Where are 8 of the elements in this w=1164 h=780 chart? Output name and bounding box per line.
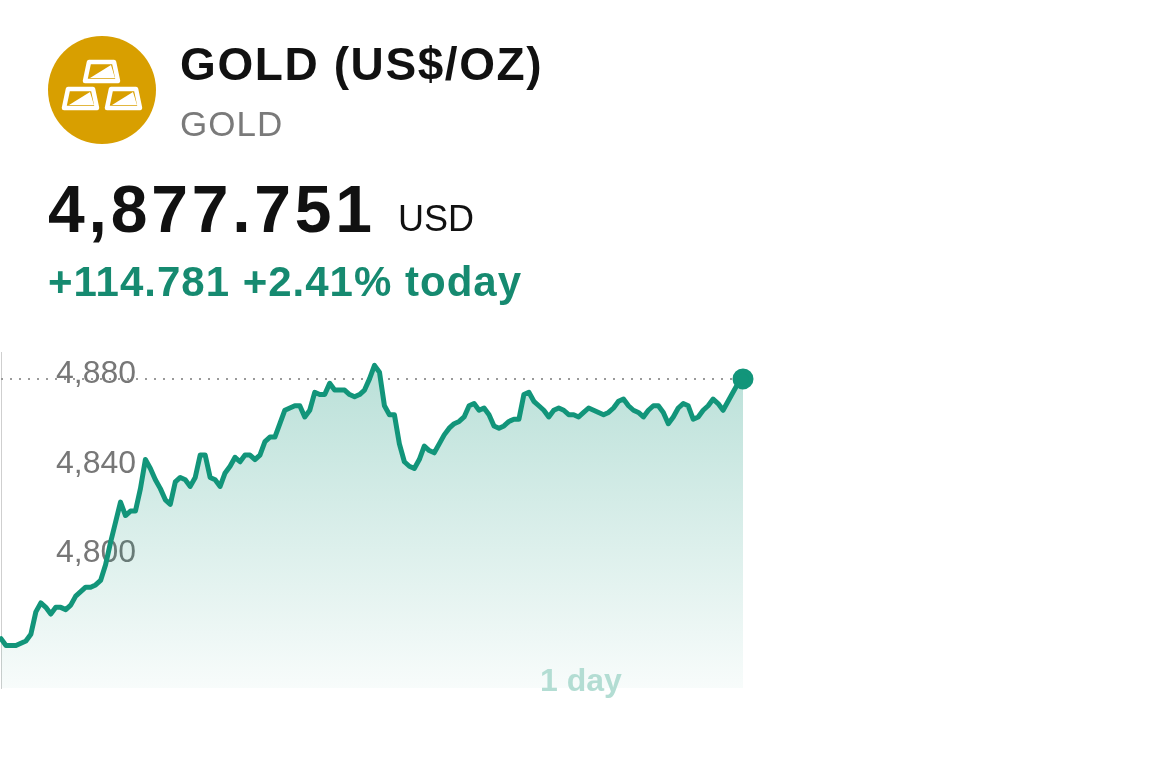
text: +114.781 +2.41% today: [48, 258, 522, 305]
chart-title: GOLD (US$/OZ): [180, 38, 544, 90]
annotation: 1 day: [540, 662, 622, 698]
chart-subtitle: GOLD: [180, 104, 284, 143]
text: USD: [398, 198, 475, 239]
text: 4,877.751: [48, 172, 376, 246]
y-tick-label: 4,880: [56, 354, 137, 391]
y-tick-label: 4,840: [56, 443, 137, 480]
